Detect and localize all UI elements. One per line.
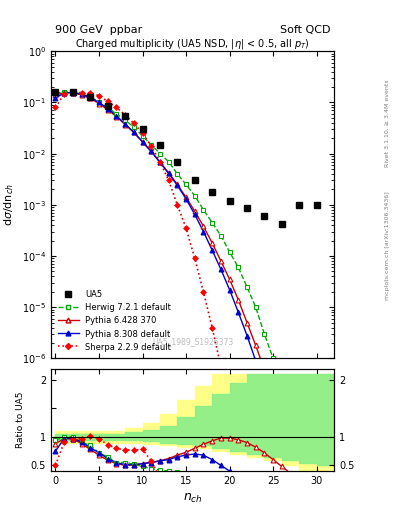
- Text: Rivet 3.1.10, ≥ 3.4M events: Rivet 3.1.10, ≥ 3.4M events: [385, 79, 390, 167]
- Text: Soft QCD: Soft QCD: [280, 25, 330, 35]
- Text: 900 GeV  ppbar: 900 GeV ppbar: [55, 25, 142, 35]
- X-axis label: $n_{ch}$: $n_{ch}$: [183, 492, 202, 504]
- Y-axis label: Ratio to UA5: Ratio to UA5: [16, 392, 25, 448]
- Text: UA5_1989_S1926373: UA5_1989_S1926373: [152, 337, 233, 346]
- Text: mcplots.cern.ch [arXiv:1306.3436]: mcplots.cern.ch [arXiv:1306.3436]: [385, 191, 390, 300]
- Y-axis label: d$\sigma$/dn$_{ch}$: d$\sigma$/dn$_{ch}$: [3, 183, 17, 226]
- Legend: UA5, Herwig 7.2.1 default, Pythia 6.428 370, Pythia 8.308 default, Sherpa 2.2.9 : UA5, Herwig 7.2.1 default, Pythia 6.428 …: [55, 288, 174, 354]
- Title: Charged multiplicity (UA5 NSD, |$\eta$| < 0.5, all $p_T$): Charged multiplicity (UA5 NSD, |$\eta$| …: [75, 37, 310, 51]
